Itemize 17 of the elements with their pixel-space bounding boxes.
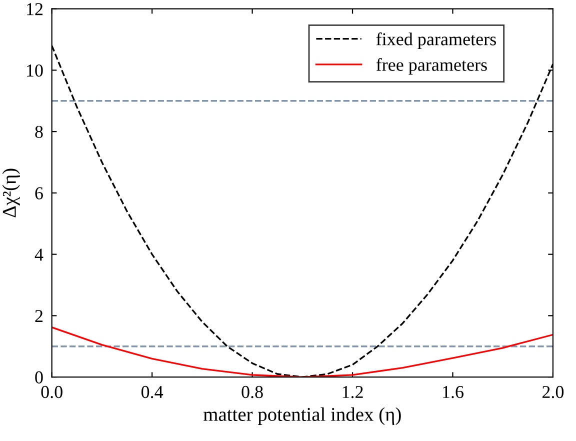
y-tick-label: 10 xyxy=(27,64,43,77)
y-tick-label: 12 xyxy=(27,3,43,16)
y-tick-label: 6 xyxy=(35,187,43,200)
legend-label: free parameters xyxy=(376,58,487,75)
y-tick-label: 4 xyxy=(34,248,44,261)
x-tick-label: 1.6 xyxy=(443,386,464,398)
y-tick-label: 0 xyxy=(35,371,43,384)
x-tick-label: 0.4 xyxy=(141,386,164,398)
legend-label: fixed parameters xyxy=(376,32,496,49)
x-tick-label: 0.0 xyxy=(41,386,62,398)
x-axis-title: matter potential index (η) xyxy=(204,407,401,425)
x-tick-label: 0.8 xyxy=(242,386,263,398)
y-tick-label: 8 xyxy=(35,126,43,138)
y-tick-label: 2 xyxy=(35,310,43,322)
y-axis-title: Δχ²(η) xyxy=(2,168,20,218)
x-tick-label: 1.2 xyxy=(342,386,363,398)
x-tick-label: 2.0 xyxy=(542,386,564,398)
